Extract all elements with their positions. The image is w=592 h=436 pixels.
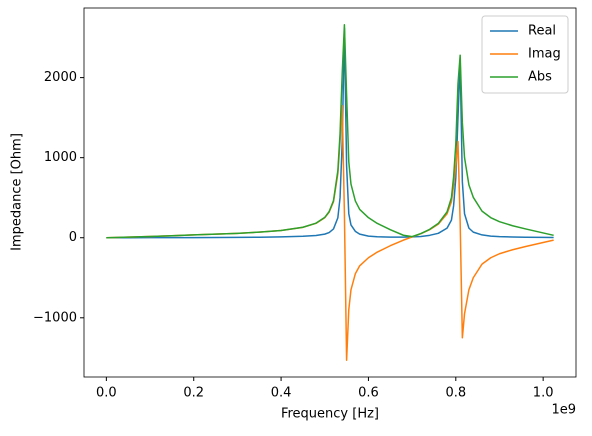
x-tick-label: 0.0	[96, 386, 117, 401]
data-line	[106, 27, 554, 239]
x-axis-label: Frequency [Hz]	[281, 407, 379, 422]
x-tick-label: 1.0	[533, 386, 554, 401]
legend-box	[481, 15, 569, 94]
y-tick-label: 2000	[44, 70, 77, 85]
x-tick-label: 0.4	[271, 386, 292, 401]
y-tick-label: −1000	[33, 310, 77, 325]
legend-label: Imag	[528, 47, 561, 62]
x-tick-label: 0.2	[183, 386, 204, 401]
data-line	[106, 24, 554, 239]
legend-label: Real	[528, 24, 556, 39]
x-tick-label: 0.6	[358, 386, 379, 401]
x-offset-text: 1e9	[551, 403, 576, 418]
axes-frame	[83, 7, 577, 378]
legend-label: Abs	[528, 70, 552, 85]
data-line	[106, 104, 554, 361]
x-tick-label: 0.8	[445, 386, 466, 401]
y-tick-label: 1000	[44, 150, 77, 165]
y-tick-label: 0	[69, 230, 77, 245]
y-axis-label: Impedance [Ohm]	[10, 133, 25, 251]
